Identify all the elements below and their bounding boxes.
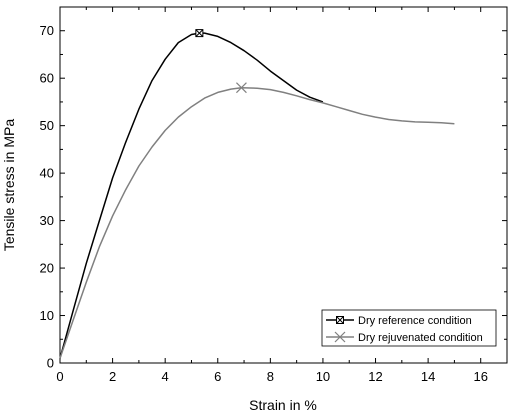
series-marker-1 <box>236 82 247 94</box>
y-axis-title: Tensile stress in MPa <box>1 119 17 251</box>
x-tick-label: 4 <box>162 369 169 384</box>
series-markers <box>195 29 247 94</box>
y-tick-label: 10 <box>40 308 54 323</box>
y-tick-label: 60 <box>40 71 54 86</box>
x-tick-label: 0 <box>56 369 63 384</box>
x-axis-title: Strain in % <box>249 397 317 413</box>
y-tick-label: 50 <box>40 118 54 133</box>
y-tick-label: 20 <box>40 261 54 276</box>
x-tick-label: 14 <box>421 369 435 384</box>
y-tick-label: 70 <box>40 23 54 38</box>
legend-swatch-rejuvenated <box>326 331 354 343</box>
legend-label-reference: Dry reference condition <box>358 315 472 327</box>
series-line-1 <box>59 86 455 359</box>
y-tick-label: 40 <box>40 166 54 181</box>
series-line-0 <box>59 32 324 359</box>
y-tick-label: 0 <box>47 356 54 371</box>
legend-label-rejuvenated: Dry rejuvenated condition <box>358 332 483 344</box>
y-tick-label: 30 <box>40 213 54 228</box>
legend-swatch-reference <box>326 316 354 324</box>
axis-ticks: 0 2 4 6 8 10 12 14 16 0 10 20 30 40 50 60 70 <box>40 6 508 384</box>
plot-frame <box>59 6 508 364</box>
x-tick-label: 12 <box>368 369 382 384</box>
series-lines <box>59 32 455 359</box>
x-tick-label: 8 <box>267 369 274 384</box>
x-tick-label: 10 <box>316 369 330 384</box>
x-tick-label: 2 <box>109 369 116 384</box>
x-tick-label: 16 <box>473 369 487 384</box>
legend-box <box>321 309 497 347</box>
series-marker-0 <box>195 29 204 38</box>
legend: Dry reference condition Dry rejuvenated … <box>321 309 497 347</box>
x-tick-label: 6 <box>214 369 221 384</box>
